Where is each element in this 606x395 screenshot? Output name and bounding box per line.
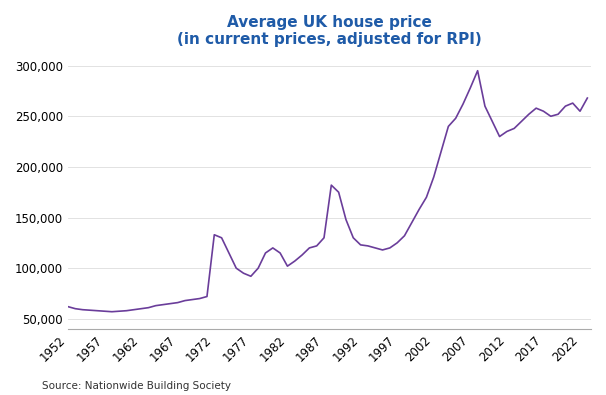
Title: Average UK house price
(in current prices, adjusted for RPI): Average UK house price (in current price… <box>177 15 482 47</box>
Text: Source: Nationwide Building Society: Source: Nationwide Building Society <box>42 381 231 391</box>
